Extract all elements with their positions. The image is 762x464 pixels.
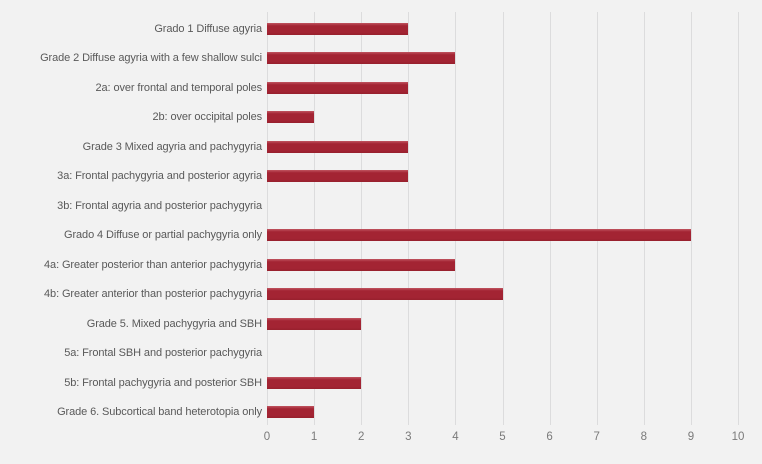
gridline (690, 12, 692, 425)
x-axis-tick-label: 1 (310, 431, 318, 443)
bar (267, 52, 456, 65)
gridline (267, 12, 268, 425)
bar (267, 81, 409, 94)
category-label: Grade 2 Diffuse agyria with a few shallo… (40, 52, 262, 65)
x-axis-tick-label: 6 (546, 431, 553, 443)
bar (267, 376, 362, 389)
category-label: 3b: Frontal agyria and posterior pachygy… (57, 199, 262, 212)
x-axis-tick-label: 7 (593, 431, 600, 443)
x-axis-tick-label: 0 (263, 431, 271, 443)
gridline (455, 12, 457, 425)
category-label: Grade 6. Subcortical band heterotopia on… (57, 406, 262, 419)
gridline (643, 12, 645, 425)
category-label: 2b: over occipital poles (152, 111, 263, 124)
gridline (596, 12, 598, 425)
bar (267, 22, 409, 35)
x-axis-tick-label: 4 (452, 431, 459, 443)
gridline (408, 12, 410, 425)
bar (267, 170, 409, 183)
gridline (738, 12, 739, 425)
category-label: 5a: Frontal SBH and posterior pachygyria (64, 347, 262, 360)
category-label: Grado 4 Diffuse or partial pachygyria on… (64, 229, 262, 242)
gridline (314, 12, 316, 425)
category-label: Grade 3 Mixed agyria and pachygyria (82, 140, 262, 153)
x-axis-tick-label: 10 (731, 431, 745, 443)
category-label: 3a: Frontal pachygyria and posterior agy… (57, 170, 262, 183)
x-axis-tick-label: 9 (687, 431, 695, 443)
gridline (502, 12, 504, 425)
bar (267, 406, 315, 419)
category-label: Grado 1 Diffuse agyria (154, 22, 262, 35)
category-label: 5b: Frontal pachygyria and posterior SBH (64, 376, 262, 389)
category-label: 4a: Greater posterior than anterior pach… (44, 258, 262, 271)
x-axis-tick-label: 5 (499, 431, 506, 443)
x-axis-tick-label: 3 (405, 431, 412, 443)
bar (267, 288, 503, 301)
bar (267, 140, 409, 153)
x-axis-tick-label: 2 (357, 431, 365, 443)
bar (267, 317, 362, 330)
gridline (361, 12, 363, 425)
category-label: Grade 5. Mixed pachygyria and SBH (86, 317, 262, 330)
gridline (549, 12, 551, 425)
category-label: 2a: over frontal and temporal poles (95, 81, 263, 94)
x-axis-tick-label: 8 (640, 431, 647, 443)
category-label: 4b: Greater anterior than posterior pach… (44, 288, 262, 301)
bar (267, 229, 691, 242)
bar (267, 258, 456, 271)
bar (267, 111, 315, 124)
